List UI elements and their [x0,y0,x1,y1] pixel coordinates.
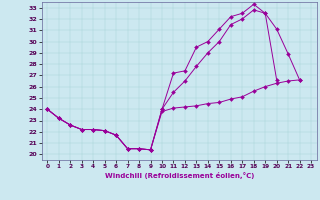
X-axis label: Windchill (Refroidissement éolien,°C): Windchill (Refroidissement éolien,°C) [105,172,254,179]
